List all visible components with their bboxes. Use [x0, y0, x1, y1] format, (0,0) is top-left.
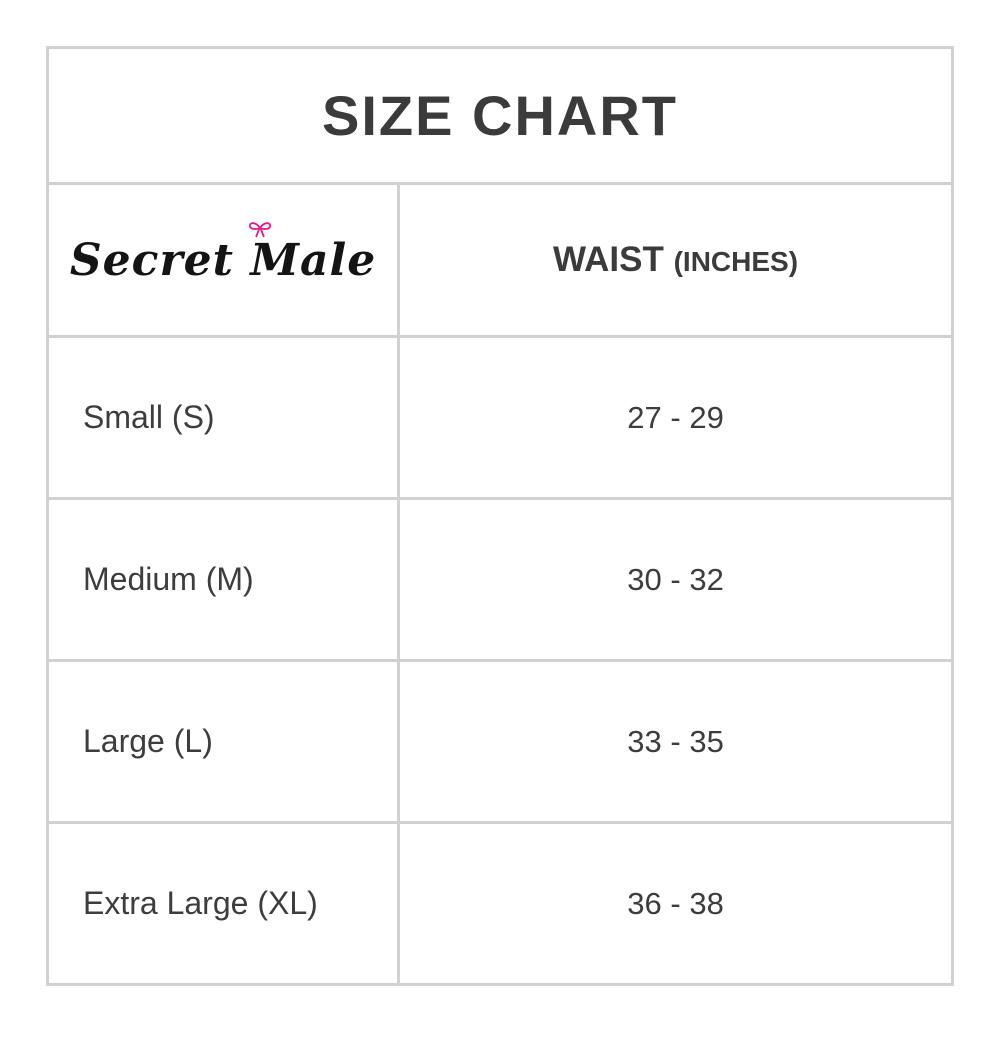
table-row-small: Small (S) 27 - 29	[45, 335, 954, 500]
bow-icon	[249, 221, 272, 237]
brand-name-second-text: Male	[250, 234, 377, 286]
size-cell: Large (L)	[45, 659, 401, 824]
title-row: SIZE CHART	[46, 46, 954, 185]
size-chart-table: SIZE CHART Secret Male WAIST (INCHES) Sm…	[45, 46, 954, 986]
size-cell: Small (S)	[45, 335, 401, 500]
table-row-medium: Medium (M) 30 - 32	[45, 497, 954, 662]
waist-header-unit: (INCHES)	[673, 246, 799, 277]
table-row-large: Large (L) 33 - 35	[45, 659, 954, 824]
waist-header-label: WAIST	[553, 240, 674, 279]
title-cell: SIZE CHART	[46, 46, 954, 185]
waist-header-cell: WAIST (INCHES)	[397, 182, 954, 338]
page-title: SIZE CHART	[322, 84, 678, 147]
waist-cell: 27 - 29	[397, 335, 954, 500]
brand-cell: Secret Male	[45, 182, 401, 338]
waist-cell: 33 - 35	[397, 659, 954, 824]
size-cell: Medium (M)	[45, 497, 401, 662]
brand-name-first: Secret	[69, 234, 251, 286]
table-row-extra-large: Extra Large (XL) 36 - 38	[45, 821, 954, 986]
size-chart-container: SIZE CHART Secret Male WAIST (INCHES) Sm…	[45, 46, 954, 986]
size-cell: Extra Large (XL)	[45, 821, 401, 986]
brand-logo: Secret Male	[69, 221, 377, 286]
waist-cell: 36 - 38	[397, 821, 954, 986]
waist-cell: 30 - 32	[397, 497, 954, 662]
header-row: Secret Male WAIST (INCHES)	[45, 182, 954, 338]
brand-name-second: Male	[249, 221, 377, 286]
